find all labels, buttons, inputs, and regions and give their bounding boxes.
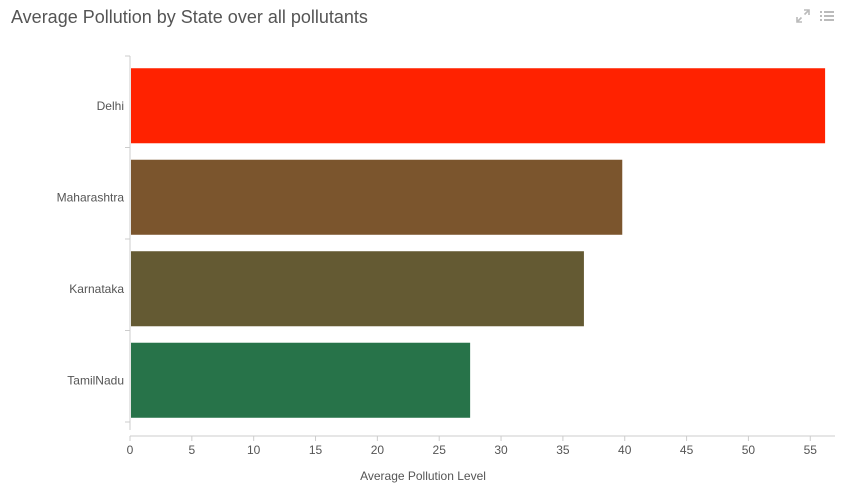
category-label-karnataka: Karnataka — [69, 282, 124, 296]
x-tick-label: 0 — [127, 443, 134, 457]
x-tick-label: 20 — [371, 443, 385, 457]
x-tick-label: 40 — [618, 443, 632, 457]
expand-icon[interactable] — [795, 8, 811, 24]
x-axis-label: Average Pollution Level — [360, 469, 486, 483]
bar-tamilnadu — [131, 342, 471, 418]
x-tick-label: 35 — [556, 443, 570, 457]
x-tick-label: 15 — [309, 443, 323, 457]
bar-maharashtra — [131, 159, 623, 235]
x-tick-label: 55 — [804, 443, 818, 457]
list-menu-icon[interactable] — [819, 8, 835, 24]
category-label-maharashtra: Maharashtra — [57, 190, 125, 204]
x-tick-label: 45 — [680, 443, 694, 457]
chart-toolbar — [795, 8, 835, 24]
bar-karnataka — [131, 251, 584, 327]
x-tick-label: 25 — [433, 443, 447, 457]
x-tick-label: 10 — [247, 443, 261, 457]
chart-title: Average Pollution by State over all poll… — [11, 7, 368, 27]
x-tick-label: 30 — [494, 443, 508, 457]
category-label-delhi: Delhi — [97, 99, 124, 113]
category-label-tamilnadu: TamilNadu — [67, 373, 124, 387]
x-tick-label: 50 — [742, 443, 756, 457]
bar-delhi — [131, 68, 826, 144]
x-tick-label: 5 — [188, 443, 195, 457]
